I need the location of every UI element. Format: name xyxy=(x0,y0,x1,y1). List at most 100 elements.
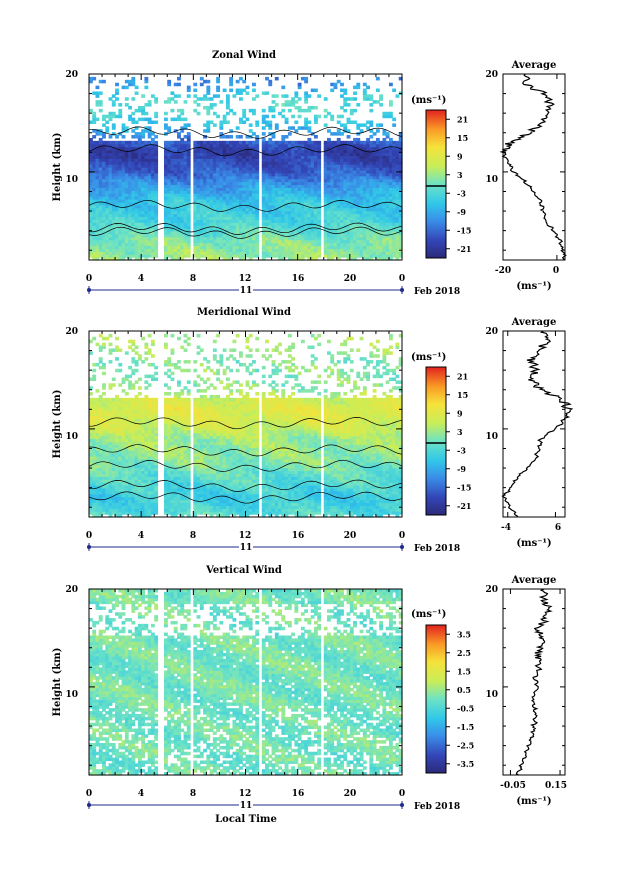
heatmap-cell xyxy=(108,97,113,101)
heatmap-cell xyxy=(235,201,240,206)
heatmap-cell xyxy=(89,216,93,220)
heatmap-cell xyxy=(150,239,155,244)
heatmap-cell xyxy=(137,155,142,159)
heatmap-cell xyxy=(131,117,136,122)
heatmap-cell xyxy=(212,181,217,186)
heatmap-cell xyxy=(203,181,207,186)
heatmap-cell xyxy=(232,251,237,255)
heatmap-cell xyxy=(124,222,129,226)
heatmap-cell xyxy=(128,242,132,247)
heatmap-cell xyxy=(89,158,93,162)
heatmap-cell xyxy=(229,178,234,183)
heatmap-cell xyxy=(141,129,146,133)
heatmap-cell xyxy=(186,132,191,136)
heatmap-cell xyxy=(115,236,119,241)
heatmap-cell xyxy=(170,248,175,252)
heatmap-cell xyxy=(238,76,243,81)
heatmap-cell xyxy=(111,126,116,130)
heatmap-cell xyxy=(95,167,100,171)
heatmap-cell xyxy=(252,167,256,171)
heatmap-cell xyxy=(128,140,132,145)
heatmap-cell xyxy=(180,242,185,247)
heatmap-cell xyxy=(102,143,106,148)
heatmap-cell xyxy=(261,164,266,168)
heatmap-cell xyxy=(216,248,221,252)
heatmap-cell xyxy=(118,348,123,352)
heatmap-cell xyxy=(147,196,152,200)
heatmap-cell xyxy=(284,216,289,220)
heatmap-cell xyxy=(154,181,159,186)
heatmap-cell xyxy=(310,248,315,252)
heatmap-cell xyxy=(121,248,126,252)
heatmap-cell xyxy=(102,193,106,197)
heatmap-cell xyxy=(212,94,217,98)
heatmap-cell xyxy=(121,172,126,177)
heatmap-cell xyxy=(304,161,309,165)
heatmap-cell xyxy=(327,175,331,180)
heatmap-cell xyxy=(92,213,97,218)
heatmap-cell xyxy=(147,239,152,244)
heatmap-cell xyxy=(163,175,168,180)
heatmap-cell xyxy=(235,158,240,162)
heatmap-cell xyxy=(115,178,119,183)
heatmap-cell xyxy=(115,213,119,218)
heatmap-cell xyxy=(89,219,93,223)
heatmap-cell xyxy=(222,251,227,255)
heatmap-cell xyxy=(340,114,344,119)
heatmap-cell xyxy=(105,175,110,180)
heatmap-cell xyxy=(154,135,159,139)
heatmap-cell xyxy=(252,146,256,151)
heatmap-cell xyxy=(144,158,149,162)
heatmap-cell xyxy=(111,204,116,209)
heatmap-cell xyxy=(307,169,312,174)
heatmap-cell xyxy=(121,126,126,130)
heatmap-cell xyxy=(206,152,211,156)
heatmap-cell xyxy=(317,216,322,220)
heatmap-cell xyxy=(219,193,224,197)
heatmap-cell xyxy=(115,181,119,186)
heatmap-cell xyxy=(150,158,155,162)
heatmap-cell xyxy=(203,225,207,229)
heatmap-cell xyxy=(170,207,175,212)
heatmap-cell xyxy=(150,213,155,218)
heatmap-cell xyxy=(265,254,269,258)
heatmap-cell xyxy=(310,228,315,232)
heatmap-cell xyxy=(203,129,207,133)
heatmap-cell xyxy=(124,204,129,209)
heatmap-cell xyxy=(300,175,305,180)
heatmap-cell xyxy=(235,140,240,145)
avg-ytick-label: 20 xyxy=(485,70,498,80)
heatmap-cell xyxy=(105,143,110,148)
heatmap-cell xyxy=(154,120,159,125)
heatmap-cell xyxy=(199,219,204,223)
heatmap-cell xyxy=(327,196,331,200)
heatmap-cell xyxy=(265,114,269,119)
heatmap-cell xyxy=(212,178,217,183)
heatmap-cell xyxy=(291,196,296,200)
heatmap-cell xyxy=(92,336,97,341)
heatmap-cell xyxy=(131,97,136,101)
heatmap-cell xyxy=(307,143,312,148)
heatmap-cell xyxy=(271,132,276,136)
heatmap-cell xyxy=(111,172,116,177)
heatmap-cell xyxy=(310,219,315,223)
heatmap-cell xyxy=(307,152,312,156)
heatmap-cell xyxy=(209,105,214,110)
heatmap-cell xyxy=(317,181,322,186)
heatmap-cell xyxy=(186,149,191,154)
heatmap-cell xyxy=(229,254,234,258)
heatmap-cell xyxy=(170,242,175,247)
heatmap-cell xyxy=(134,204,139,209)
heatmap-cell xyxy=(128,219,132,223)
heatmap-cell xyxy=(177,225,181,229)
heatmap-cell xyxy=(121,169,126,174)
heatmap-cell xyxy=(281,245,286,249)
heatmap-cell xyxy=(124,216,129,220)
heatmap-cell xyxy=(163,172,168,177)
heatmap-cell xyxy=(115,207,119,212)
heatmap-cell xyxy=(180,161,185,165)
avg-xtick-label: 0 xyxy=(553,266,559,276)
heatmap-cell xyxy=(186,193,191,197)
heatmap-cell xyxy=(203,123,207,127)
heatmap-cell xyxy=(150,169,155,174)
